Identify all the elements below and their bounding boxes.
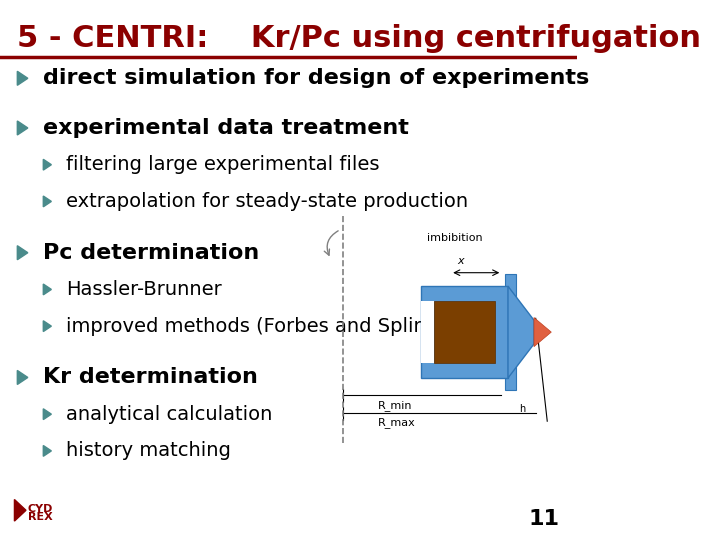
Polygon shape [43,196,51,207]
Polygon shape [43,446,51,456]
FancyBboxPatch shape [505,274,516,390]
Text: Hassler-Brunner: Hassler-Brunner [66,280,222,299]
Text: history matching: history matching [66,441,231,461]
Polygon shape [17,370,28,384]
FancyBboxPatch shape [421,301,434,363]
Polygon shape [14,500,26,521]
FancyBboxPatch shape [421,286,508,378]
FancyBboxPatch shape [434,301,495,363]
Polygon shape [43,409,51,420]
Text: 11: 11 [529,509,560,529]
Text: x: x [457,256,464,266]
Polygon shape [43,284,51,295]
Text: Pc determination: Pc determination [43,242,259,263]
Polygon shape [508,286,534,378]
Text: analytical calculation: analytical calculation [66,404,273,424]
Text: h: h [519,404,526,414]
Text: imbibition: imbibition [427,233,483,242]
Text: improved methods (Forbes and Splines): improved methods (Forbes and Splines) [66,316,456,336]
Polygon shape [43,321,51,332]
Polygon shape [534,318,552,347]
Text: experimental data treatment: experimental data treatment [43,118,409,138]
Text: Kr determination: Kr determination [43,367,258,388]
Polygon shape [17,121,28,135]
Text: direct simulation for design of experiments: direct simulation for design of experime… [43,68,590,89]
Polygon shape [17,246,28,260]
Polygon shape [43,159,51,170]
Text: 5 - CENTRI:    Kr/Pc using centrifugation: 5 - CENTRI: Kr/Pc using centrifugation [17,24,701,53]
Text: CYD: CYD [27,504,53,514]
Text: R_min: R_min [378,400,413,410]
Text: R_max: R_max [378,417,416,428]
Text: REX: REX [27,512,53,522]
Polygon shape [17,71,28,85]
Text: filtering large experimental files: filtering large experimental files [66,155,380,174]
Text: extrapolation for steady-state production: extrapolation for steady-state productio… [66,192,469,211]
